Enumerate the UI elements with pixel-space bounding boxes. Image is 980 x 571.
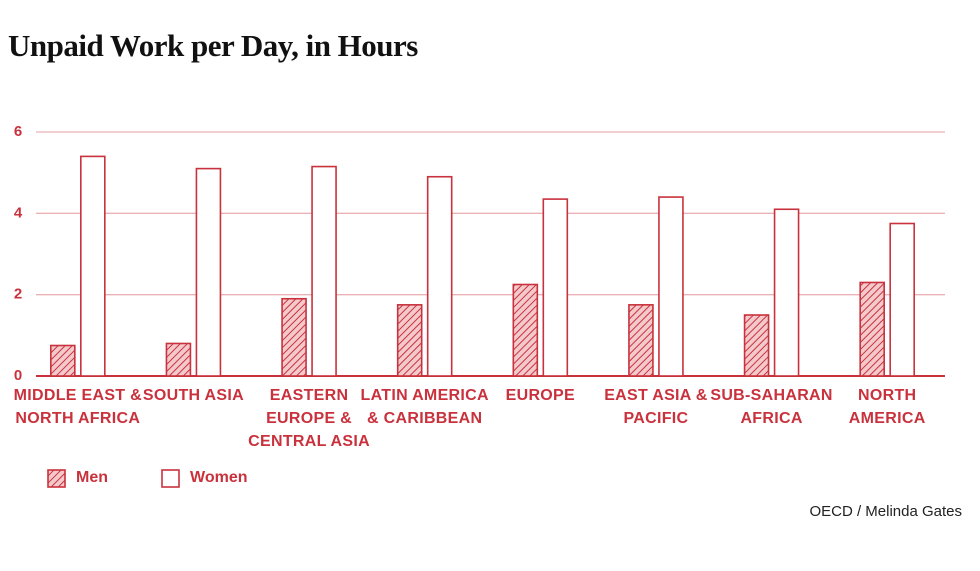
bar — [859, 281, 885, 377]
legend-swatch — [47, 469, 66, 488]
bar — [281, 297, 307, 377]
chart-title: Unpaid Work per Day, in Hours — [8, 28, 418, 63]
bar — [80, 155, 106, 377]
source: OECD / Melinda Gates — [809, 503, 962, 520]
x-tick-label: EAST ASIA & PACIFIC — [604, 387, 708, 427]
x-tick-label: SUB-SAHARAN AFRICA — [710, 387, 833, 427]
bar — [426, 175, 453, 377]
bar — [773, 208, 800, 377]
x-tick-label: EUROPE — [505, 387, 575, 404]
bar — [743, 314, 770, 377]
x-tick-label: LATIN AMERICA & CARIBBEAN — [360, 387, 489, 427]
x-tick-label: EASTERN EUROPE & CENTRAL ASIA — [248, 387, 370, 450]
bar — [195, 167, 222, 377]
y-tick-label: 4 — [14, 204, 23, 221]
legend-label: Men — [76, 469, 108, 486]
bar — [658, 196, 684, 377]
bar — [396, 304, 423, 377]
bar — [542, 198, 569, 377]
x-tick-label: NORTH AMERICA — [848, 387, 926, 427]
bar — [165, 342, 192, 377]
y-tick-label: 2 — [14, 286, 22, 303]
y-tick-label: 0 — [14, 367, 22, 384]
x-tick-label: SOUTH ASIA — [142, 387, 244, 404]
bar — [311, 165, 337, 377]
bar — [889, 222, 915, 377]
bar — [50, 344, 76, 377]
legend-swatch — [161, 469, 180, 488]
bar — [512, 283, 539, 377]
x-tick-label: MIDDLE EAST & NORTH AFRICA — [13, 387, 142, 427]
y-tick-label: 6 — [14, 123, 22, 140]
legend-label: Women — [190, 469, 248, 486]
bar — [628, 304, 654, 377]
